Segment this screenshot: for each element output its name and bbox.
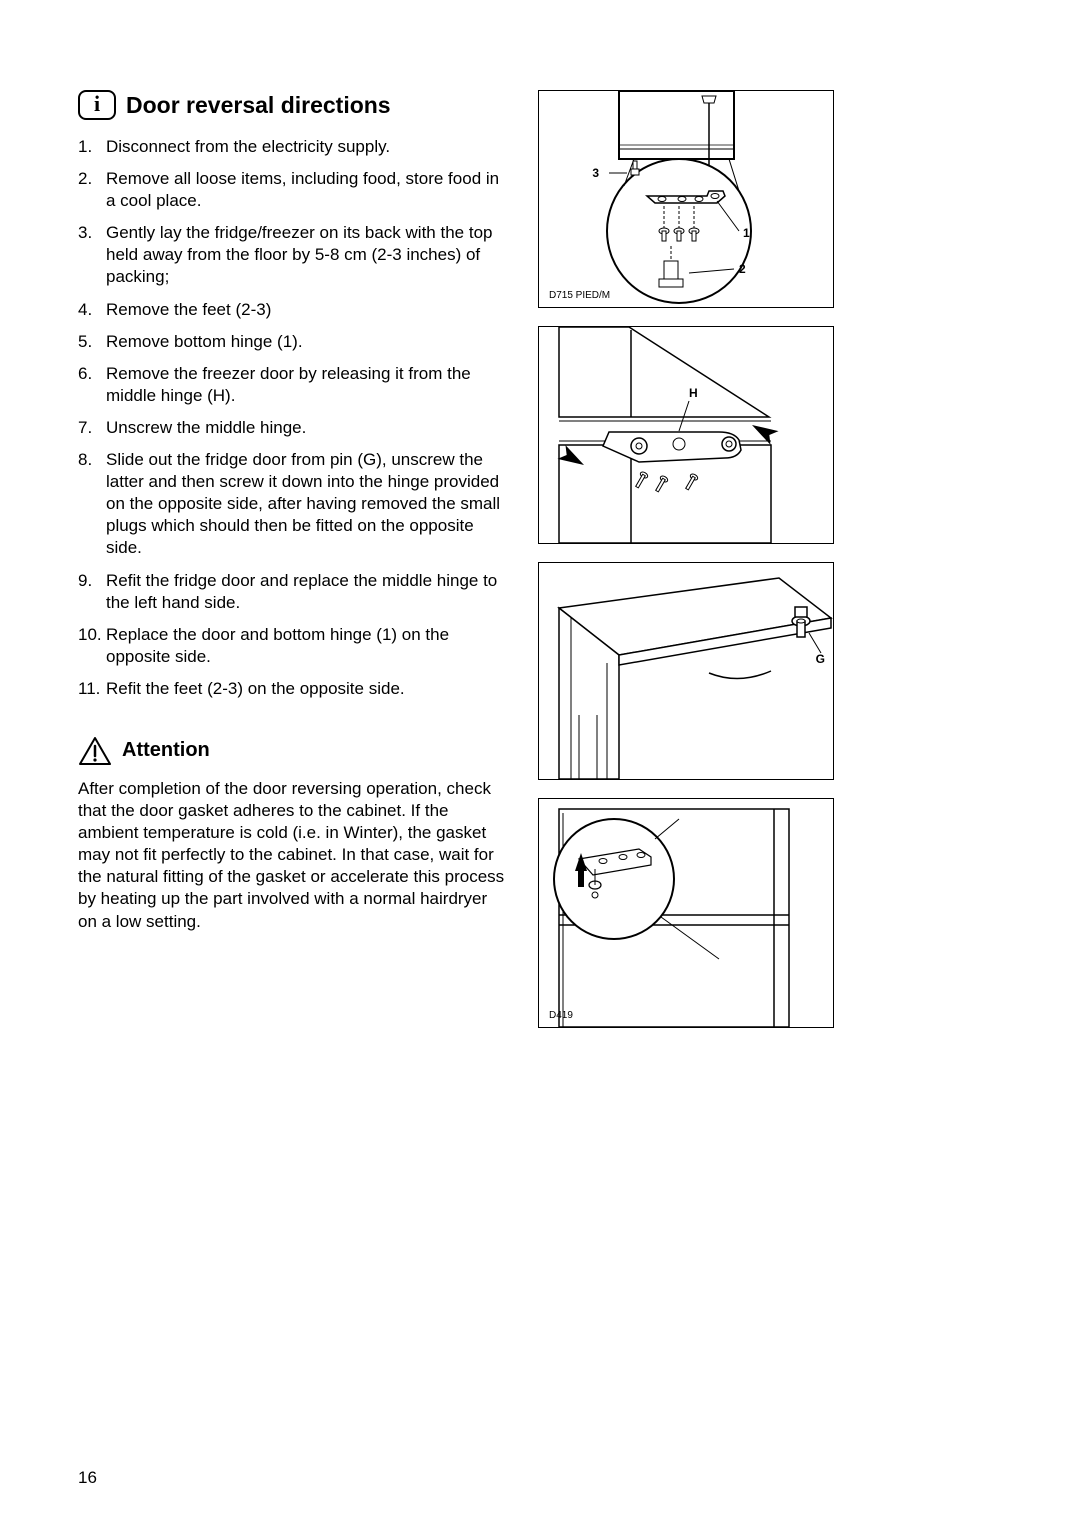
step: Unscrew the middle hinge. (78, 417, 508, 439)
title-text: Door reversal directions (126, 92, 391, 119)
step: Refit the feet (2-3) on the opposite sid… (78, 678, 508, 700)
figure-bottom-hinge: 3 1 2 D715 PIED/M (538, 90, 834, 308)
step: Remove the freezer door by releasing it … (78, 363, 508, 407)
step: Disconnect from the electricity supply. (78, 136, 508, 158)
step: Replace the door and bottom hinge (1) on… (78, 624, 508, 668)
figure-top-pin: G (538, 562, 834, 780)
figure-caption: D715 PIED/M (549, 290, 610, 301)
attention-heading: Attention (78, 736, 508, 766)
figure-middle-hinge: H (538, 326, 834, 544)
step: Slide out the fridge door from pin (G), … (78, 449, 508, 559)
step: Gently lay the fridge/freezer on its bac… (78, 222, 508, 288)
warning-icon (78, 736, 112, 766)
page-number: 16 (78, 1468, 97, 1488)
label-1: 1 (743, 226, 750, 240)
attention-text: After completion of the door reversing o… (78, 778, 508, 933)
steps-list: Disconnect from the electricity supply. … (78, 136, 508, 700)
figure-reassembly: D419 (538, 798, 834, 1028)
step: Remove the feet (2-3) (78, 299, 508, 321)
label-h: H (689, 386, 698, 400)
label-g: G (816, 652, 825, 666)
step: Refit the fridge door and replace the mi… (78, 570, 508, 614)
page-title: i Door reversal directions (78, 90, 508, 120)
step: Remove bottom hinge (1). (78, 331, 508, 353)
info-icon: i (78, 90, 116, 120)
figure-caption: D419 (549, 1010, 573, 1021)
label-3: 3 (592, 166, 599, 180)
label-2: 2 (739, 262, 746, 276)
step: Remove all loose items, including food, … (78, 168, 508, 212)
attention-title: Attention (122, 739, 210, 762)
